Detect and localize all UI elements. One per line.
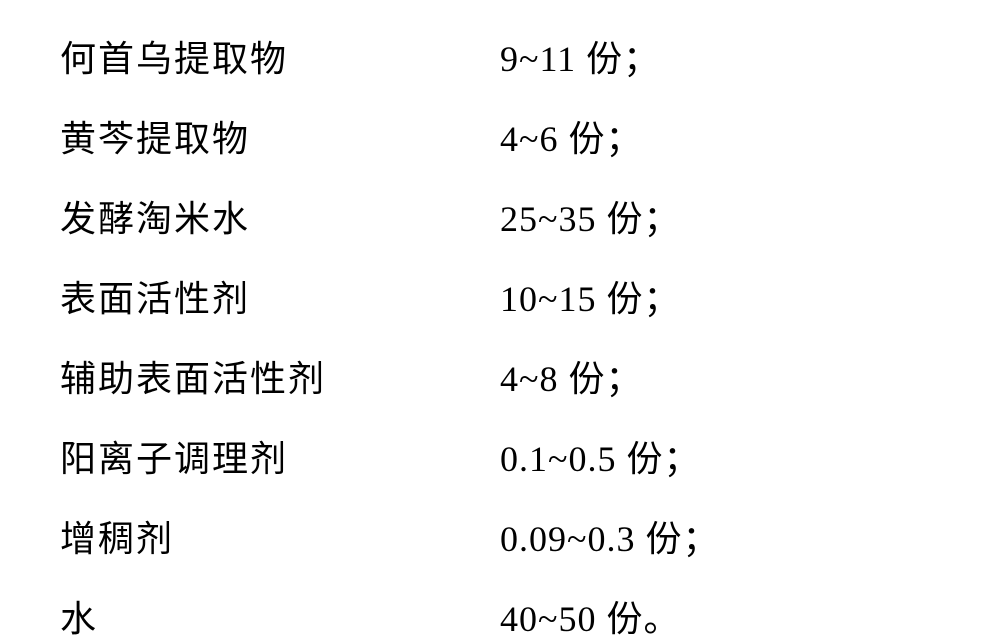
ingredient-amount: 40~50 份。 <box>500 590 680 642</box>
ingredient-amount: 9~11 份； <box>500 30 660 82</box>
ingredient-name: 黄芩提取物 <box>60 110 500 162</box>
ingredient-row: 发酵淘米水 25~35 份； <box>60 190 940 242</box>
ingredient-amount: 0.1~0.5 份； <box>500 430 700 482</box>
ingredient-row: 水 40~50 份。 <box>60 590 940 642</box>
ingredient-name: 阳离子调理剂 <box>60 430 500 482</box>
ingredient-row: 何首乌提取物 9~11 份； <box>60 30 940 82</box>
ingredient-name: 辅助表面活性剂 <box>60 350 500 402</box>
ingredient-name: 发酵淘米水 <box>60 190 500 242</box>
ingredient-amount: 0.09~0.3 份； <box>500 510 719 562</box>
ingredient-row: 表面活性剂 10~15 份； <box>60 270 940 322</box>
ingredient-amount: 4~6 份； <box>500 110 642 162</box>
ingredient-amount: 10~15 份； <box>500 270 680 322</box>
ingredient-amount: 25~35 份； <box>500 190 680 242</box>
ingredient-name: 增稠剂 <box>60 510 500 562</box>
ingredient-list: 何首乌提取物 9~11 份； 黄芩提取物 4~6 份； 发酵淘米水 25~35 … <box>60 30 940 642</box>
ingredient-amount: 4~8 份； <box>500 350 642 402</box>
ingredient-row: 辅助表面活性剂 4~8 份； <box>60 350 940 402</box>
ingredient-row: 阳离子调理剂 0.1~0.5 份； <box>60 430 940 482</box>
ingredient-row: 增稠剂 0.09~0.3 份； <box>60 510 940 562</box>
ingredient-name: 表面活性剂 <box>60 270 500 322</box>
ingredient-row: 黄芩提取物 4~6 份； <box>60 110 940 162</box>
ingredient-name: 何首乌提取物 <box>60 30 500 82</box>
ingredient-name: 水 <box>60 590 500 642</box>
